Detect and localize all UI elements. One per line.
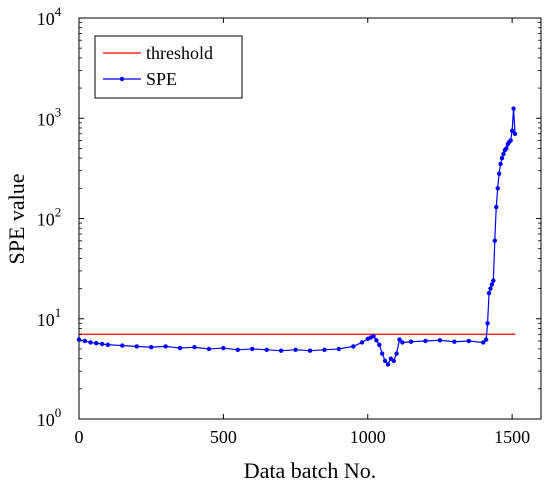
spe-point xyxy=(486,290,492,296)
x-axis-title: Data batch No. xyxy=(244,458,377,483)
spe-point xyxy=(120,343,125,348)
spe-point xyxy=(250,346,255,352)
spe-point xyxy=(511,106,516,111)
spe-point xyxy=(496,171,502,176)
spe-point xyxy=(501,151,506,157)
legend: threshold SPE xyxy=(94,35,243,99)
spe-point xyxy=(391,358,396,364)
spe-point xyxy=(508,138,513,143)
y-axis-title: SPE value xyxy=(4,173,29,264)
spe-point xyxy=(492,238,497,243)
spe-point xyxy=(88,340,93,345)
spe-point xyxy=(481,340,486,345)
spe-point xyxy=(394,351,399,356)
spe-point xyxy=(235,347,241,353)
spe-point xyxy=(192,345,197,350)
y-tick-label: 102 xyxy=(37,205,62,230)
x-tick-label: 500 xyxy=(210,427,237,447)
series-line-spe xyxy=(78,108,516,366)
spe-point xyxy=(134,344,139,349)
y-tick-label: 101 xyxy=(37,305,62,330)
x-tick-label: 0 xyxy=(75,427,84,447)
spe-point xyxy=(105,342,111,347)
spe-point xyxy=(377,342,382,347)
spe-point xyxy=(491,278,496,283)
y-tick-label: 104 xyxy=(37,4,62,29)
spe-point xyxy=(163,344,168,349)
spe-point xyxy=(423,338,428,344)
spe-point xyxy=(483,337,489,342)
x-tick-label: 1500 xyxy=(494,427,530,447)
legend-threshold-label: threshold xyxy=(146,43,213,63)
spe-point xyxy=(488,286,493,291)
legend-box xyxy=(94,35,243,99)
spe-point xyxy=(206,346,212,352)
spe-point xyxy=(504,146,509,151)
y-tick-label: 100 xyxy=(37,405,62,430)
spe-point xyxy=(499,155,505,161)
spe-point xyxy=(322,347,327,353)
tick-layer: 0 500 1000 1500 100 101 102 103 104 xyxy=(37,4,541,447)
spe-point xyxy=(437,338,443,343)
spe-point xyxy=(408,339,414,344)
spe-point xyxy=(374,338,379,343)
spe-point xyxy=(512,131,518,136)
spe-point xyxy=(359,340,365,345)
spe-point xyxy=(99,341,105,347)
spe-point xyxy=(82,338,87,344)
spe-point xyxy=(397,337,402,342)
legend-spe-label: SPE xyxy=(146,69,177,89)
spe-point xyxy=(400,340,405,345)
spe-point xyxy=(485,321,490,326)
spe-point xyxy=(379,351,385,356)
legend-spe-marker xyxy=(119,76,125,82)
series-layer xyxy=(76,106,518,367)
spe-point xyxy=(371,333,376,339)
spe-point xyxy=(498,161,503,167)
spe-point xyxy=(293,347,298,353)
spe-point xyxy=(382,358,388,364)
spe-point xyxy=(177,345,183,351)
spe-point xyxy=(221,345,226,351)
spe-point xyxy=(264,347,269,353)
y-tick-label: 103 xyxy=(37,104,62,129)
spe-point xyxy=(351,344,356,349)
spe-point xyxy=(489,282,495,287)
spe-point xyxy=(385,362,391,367)
spe-point xyxy=(307,348,313,353)
x-tick-label: 1000 xyxy=(350,427,386,447)
spe-point xyxy=(94,341,99,346)
spe-point xyxy=(495,186,500,191)
spe-point xyxy=(466,338,472,344)
spe-point xyxy=(509,128,515,133)
spe-point xyxy=(148,345,154,350)
spe-point xyxy=(452,339,457,344)
spe-point xyxy=(336,346,342,352)
spe-point xyxy=(278,348,284,353)
spe-point xyxy=(494,204,499,210)
